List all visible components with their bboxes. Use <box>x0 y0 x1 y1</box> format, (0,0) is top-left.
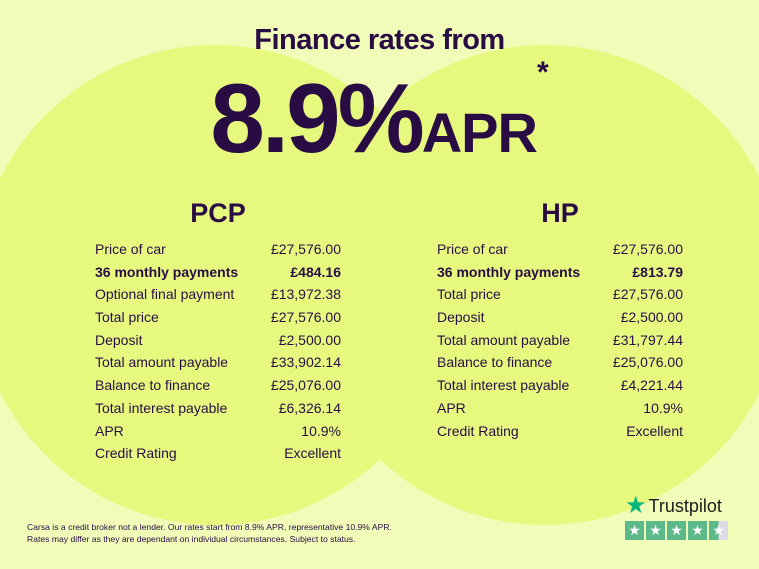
table-row: Total amount payable £31,797.44 <box>437 329 683 352</box>
row-value: £813.79 <box>632 263 683 280</box>
disclaimer-line: Rates may differ as they are dependant o… <box>27 534 356 544</box>
row-value: £484.16 <box>290 263 341 280</box>
table-row: APR 10.9% <box>95 420 341 443</box>
row-label: Total interest payable <box>437 377 570 394</box>
row-label: 36 monthly payments <box>437 263 581 280</box>
star-icon: ★ <box>688 521 707 540</box>
star-icon: ★ <box>646 521 665 540</box>
row-value: £6,326.14 <box>278 399 341 416</box>
row-value: £27,576.00 <box>270 241 341 257</box>
row-label: 36 monthly payments <box>95 263 239 280</box>
disclaimer: Carsa is a credit broker not a lender. O… <box>27 521 392 545</box>
table-row: Balance to finance £25,076.00 <box>95 374 341 397</box>
star-icon: ★ <box>667 521 686 540</box>
pcp-title: PCP <box>190 198 246 228</box>
row-label: Total amount payable <box>437 331 571 348</box>
row-value: £27,576.00 <box>270 309 341 326</box>
table-row: Credit Rating Excellent <box>437 420 683 443</box>
row-value: £4,221.44 <box>620 377 683 394</box>
row-label: Price of car <box>437 241 508 257</box>
table-row: Total interest payable £4,221.44 <box>437 374 683 397</box>
table-row: 36 monthly payments £813.79 <box>437 261 683 284</box>
row-value: £2,500.00 <box>278 331 341 348</box>
table-row: APR 10.9% <box>437 397 683 420</box>
row-label: Deposit <box>95 331 143 348</box>
row-value: £25,076.00 <box>270 377 341 394</box>
row-value: £33,902.14 <box>270 354 341 371</box>
table-row: Total price £27,576.00 <box>437 283 683 306</box>
row-label: Total price <box>95 309 159 326</box>
row-value: £27,576.00 <box>612 286 683 303</box>
hp-table: HP Price of car £27,576.00 36 monthly paym… <box>437 198 683 442</box>
apr-label: APR <box>421 101 538 164</box>
row-label: Total amount payable <box>95 354 229 371</box>
row-value: £27,576.00 <box>612 241 683 257</box>
table-row: Credit Rating Excellent <box>95 442 341 465</box>
right-circle-decoration <box>305 45 759 525</box>
row-label: Optional final payment <box>95 286 235 303</box>
star-icon: ★ <box>625 521 644 540</box>
table-row: Total amount payable £33,902.14 <box>95 351 341 374</box>
row-label: Balance to finance <box>95 377 211 394</box>
table-row: Total price £27,576.00 <box>95 306 341 329</box>
row-value: £25,076.00 <box>612 354 683 371</box>
table-row: Deposit £2,500.00 <box>437 306 683 329</box>
half-star-icon: ★ <box>709 521 728 540</box>
trustpilot-rating: ★ ★ ★ ★ ★ <box>625 521 728 540</box>
asterisk: * <box>536 56 549 89</box>
hp-title: HP <box>541 198 579 228</box>
headline: Finance rates from <box>254 24 505 56</box>
pcp-table: PCP Price of car £27,576.00 36 monthly pay… <box>95 198 341 465</box>
row-value: Excellent <box>626 422 683 439</box>
table-row: Price of car £27,576.00 <box>437 238 683 261</box>
row-label: Total interest payable <box>95 399 228 416</box>
row-label: Deposit <box>437 309 485 326</box>
row-label: Balance to finance <box>437 354 553 371</box>
headline-rate: 8.9%APR * <box>0 56 759 175</box>
rate-value: 8.9% <box>210 63 424 173</box>
row-label: APR <box>95 422 124 439</box>
row-label: Credit Rating <box>95 445 177 462</box>
row-value: Excellent <box>284 445 341 462</box>
row-value: £2,500.00 <box>620 309 683 326</box>
row-label: Price of car <box>95 241 166 257</box>
table-row: Balance to finance £25,076.00 <box>437 351 683 374</box>
table-row: Deposit £2,500.00 <box>95 329 341 352</box>
row-label: Total price <box>437 286 501 303</box>
table-row: Optional final payment £13,972.38 <box>95 283 341 306</box>
row-value: 10.9% <box>301 422 341 439</box>
row-label: APR <box>437 399 466 416</box>
table-row: Total interest payable £6,326.14 <box>95 397 341 420</box>
disclaimer-line: Carsa is a credit broker not a lender. O… <box>27 522 392 532</box>
row-value: £13,972.38 <box>270 286 341 303</box>
table-row: Price of car £27,576.00 <box>95 238 341 261</box>
table-row: 36 monthly payments £484.16 <box>95 261 341 284</box>
row-value: £31,797.44 <box>612 331 683 348</box>
row-value: 10.9% <box>643 399 683 416</box>
trustpilot-name: Trustpilot <box>648 495 722 516</box>
trustpilot-badge: ★ Trustpilot ★ ★ ★ ★ ★ <box>625 494 728 540</box>
trustpilot-star-icon: ★ <box>625 492 647 519</box>
row-label: Credit Rating <box>437 422 519 439</box>
